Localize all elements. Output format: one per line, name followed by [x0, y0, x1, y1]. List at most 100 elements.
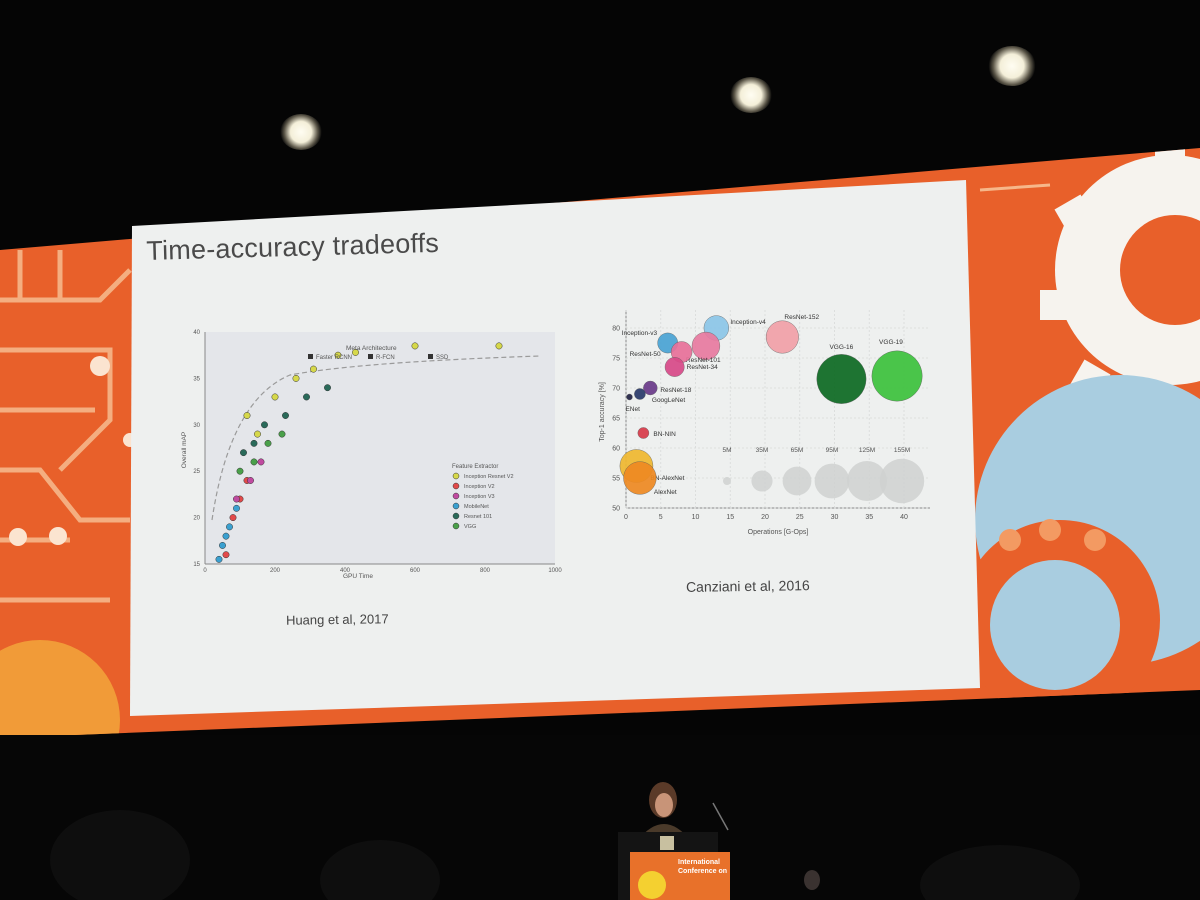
right-chart-bubble-label: ResNet-50 — [630, 351, 661, 358]
left-legend-fe-label: Resnet 101 — [464, 514, 492, 520]
left-chart-point — [254, 430, 261, 438]
ceiling-spotlight — [988, 46, 1036, 86]
left-chart-point — [243, 412, 251, 419]
right-chart-bubble-label: ResNet-152 — [784, 314, 819, 321]
yellow-blob-left — [0, 640, 120, 738]
left-chart-point — [495, 342, 503, 350]
right-x-tick-label: 30 — [831, 514, 839, 521]
size-legend-bubble — [782, 466, 812, 496]
left-chart-point — [303, 393, 310, 401]
right-y-tick-label: 65 — [612, 416, 620, 423]
left-y-ticks: 15 20 25 30 35 40 — [193, 330, 200, 568]
size-legend-label: 125M — [859, 447, 875, 454]
left-x-tick-label: 400 — [340, 568, 351, 574]
left-legend-arch-label: R-FCN — [376, 355, 395, 361]
gear-bottom-right — [960, 375, 1200, 720]
left-chart-plot-area — [205, 332, 555, 564]
left-legend-arch-marker — [428, 354, 433, 359]
right-chart-bubble-label: ENet — [625, 406, 640, 413]
right-x-tick-label: 5 — [659, 514, 663, 521]
left-chart-point — [222, 532, 230, 540]
right-size-legend: 5M 35M 65M 95M 125M 155M — [722, 447, 925, 504]
left-chart-point — [226, 523, 233, 531]
right-x-tick-label: 20 — [761, 514, 769, 521]
left-y-tick-label: 25 — [193, 469, 200, 475]
left-legend-fe-marker — [452, 472, 460, 480]
left-x-tick-label: 800 — [480, 568, 491, 574]
left-y-axis-label: Overall mAP — [181, 432, 188, 468]
size-legend-bubble — [879, 458, 925, 504]
right-x-ticks: 0 5 10 15 20 25 30 35 40 — [624, 514, 908, 521]
left-legend-arch-label: SSD — [436, 355, 449, 361]
left-chart-point — [278, 430, 286, 438]
left-chart-point — [233, 504, 240, 512]
left-legend-fe: Inception Resnet V2 Inception V2 Inception… — [452, 472, 514, 530]
left-chart-point — [240, 449, 247, 457]
right-y-tick-label: 55 — [612, 476, 620, 483]
left-y-tick-label: 15 — [193, 562, 200, 568]
left-legend-fe-marker — [452, 502, 460, 510]
left-legend-arch-label: Faster RCNN — [316, 355, 352, 361]
left-chart-point — [247, 477, 254, 484]
right-x-tick-label: 0 — [624, 514, 628, 521]
right-chart-bubble — [623, 461, 657, 495]
right-chart-bubble-label: BN-AlexNet — [650, 475, 684, 482]
left-legend-fe-marker — [452, 512, 460, 520]
right-y-tick-label: 75 — [612, 356, 620, 363]
left-y-tick-label: 35 — [193, 376, 200, 382]
left-chart-point — [250, 439, 258, 447]
left-chart-point — [310, 365, 317, 373]
left-chart-point — [215, 555, 223, 563]
left-x-tick-label: 0 — [203, 568, 207, 574]
left-legend-arch-title: Meta Architecture — [346, 345, 397, 352]
right-x-tick-label: 35 — [865, 514, 873, 521]
size-legend-bubble — [814, 463, 850, 499]
right-chart-bubble-label: ResNet-18 — [660, 387, 691, 394]
left-y-tick-label: 40 — [193, 330, 200, 336]
right-y-axis-label: Top-1 accuracy [%] — [599, 382, 606, 442]
audience-member — [804, 870, 820, 890]
right-chart-bubble-label: Inception-v4 — [730, 319, 766, 326]
right-chart-bubble — [816, 354, 867, 404]
right-x-tick-label: 25 — [796, 514, 804, 521]
podium-sign-line1: International — [678, 859, 720, 866]
left-chart-point — [334, 351, 342, 359]
left-chart-point — [324, 384, 331, 392]
right-chart-bubble — [634, 388, 646, 400]
left-chart-points — [215, 342, 503, 563]
left-chart-point — [264, 439, 272, 447]
size-legend-label: 155M — [894, 447, 910, 454]
left-legend-fe-label: VGG — [464, 524, 476, 530]
microphone — [712, 802, 729, 831]
right-chart-bubble-label: AlexNet — [654, 489, 677, 496]
size-legend-bubble — [847, 461, 887, 501]
left-chart-point — [271, 393, 279, 401]
left-legend-fe-label: Inception V2 — [464, 484, 495, 490]
left-legend-fe-label: Inception Resnet V2 — [464, 474, 514, 480]
right-chart-bubble — [637, 427, 650, 439]
left-legend-fe-title: Feature Extractor — [452, 464, 498, 470]
right-citation: Canziani et al, 2016 — [685, 577, 810, 595]
right-chart-bubble-label: VGG-19 — [879, 339, 903, 346]
left-chart-point — [257, 458, 265, 466]
size-legend-label: 65M — [791, 447, 804, 454]
right-y-tick-label: 80 — [612, 326, 620, 333]
left-chart-point — [250, 458, 258, 466]
left-legend-fe-marker — [452, 522, 460, 530]
left-y-tick-label: 20 — [193, 516, 200, 522]
right-x-tick-label: 40 — [900, 514, 908, 521]
left-chart-point — [219, 541, 226, 549]
left-legend-fe-marker — [452, 482, 460, 490]
podium-sign-line2: Conference on — [678, 868, 727, 875]
left-legend-fe-label: MobileNet — [464, 504, 489, 510]
right-x-axis-label: Operations [G-Ops] — [748, 529, 809, 536]
left-y-tick-label: 30 — [193, 423, 200, 429]
left-chart-point — [352, 348, 359, 356]
size-legend-bubble — [751, 470, 773, 492]
right-chart-bubble-label: ResNet-34 — [687, 364, 718, 371]
left-citation: Huang et al, 2017 — [285, 611, 389, 628]
audience-silhouettes — [50, 810, 1080, 900]
left-chart-point — [222, 551, 230, 559]
left-chart-point — [236, 467, 244, 475]
